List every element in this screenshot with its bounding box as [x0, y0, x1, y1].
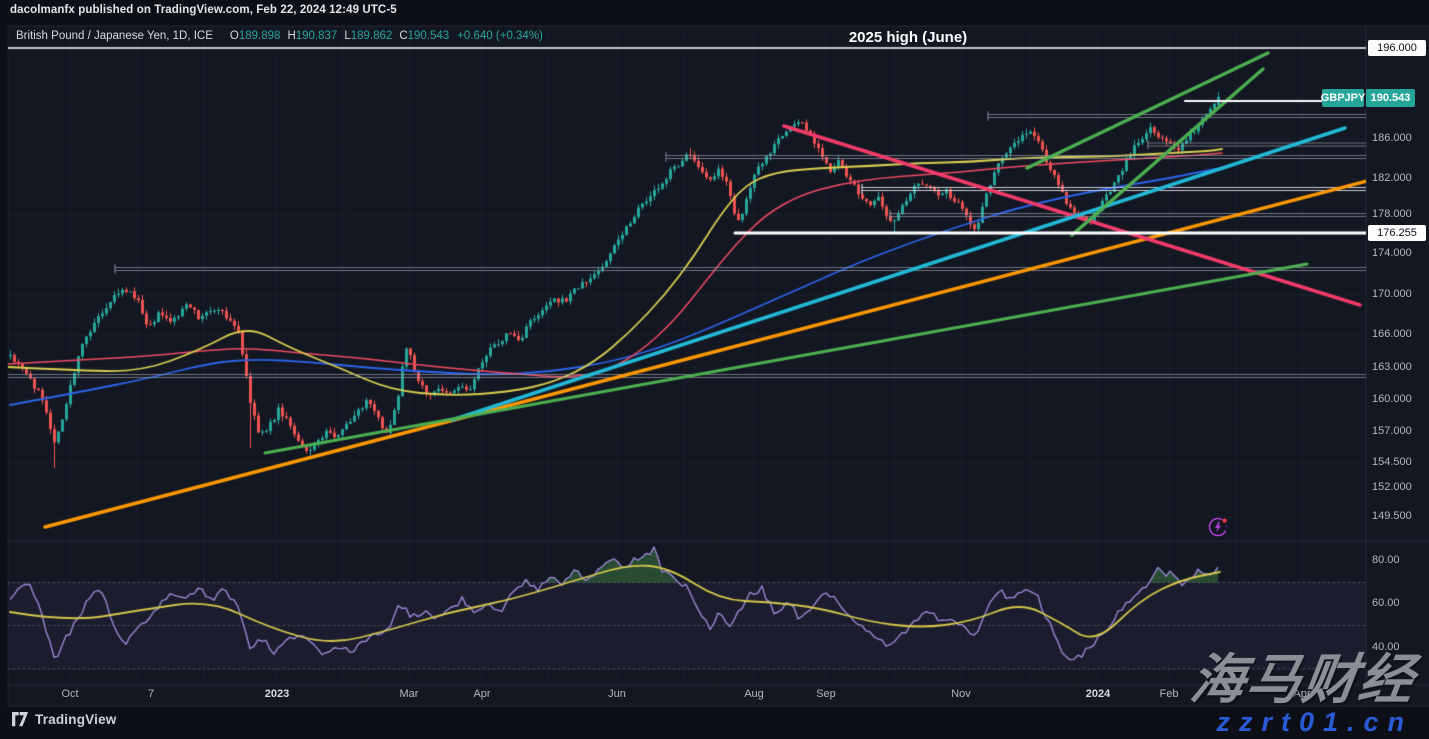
time-tick: Feb: [1160, 688, 1179, 700]
time-tick: Mar: [400, 688, 419, 700]
time-tick: Sep: [816, 688, 836, 700]
watermark-domain: zzrt01.cn: [1216, 709, 1413, 736]
price-tick: 149.500: [1372, 510, 1412, 522]
boost-flash-icon[interactable]: [1206, 515, 1230, 539]
price-tick: 80.00: [1372, 554, 1400, 566]
price-tick: 160.000: [1372, 393, 1412, 405]
price-axis-chip-196: 196.000: [1368, 40, 1426, 56]
tradingview-logo-text: TradingView: [35, 712, 116, 727]
chart-annotation-title: 2025 high (June): [849, 29, 967, 46]
price-tick: 182.000: [1372, 172, 1412, 184]
time-tick: Nov: [951, 688, 971, 700]
time-tick: 2023: [265, 688, 289, 700]
time-tick: 2024: [1086, 688, 1110, 700]
price-tick: 60.00: [1372, 597, 1400, 609]
symbol-info-bar[interactable]: British Pound / Japanese Yen, 1D, ICEO18…: [16, 30, 543, 42]
price-tick: 157.000: [1372, 425, 1412, 437]
watermark-chinese: 海马财经: [1187, 653, 1419, 707]
time-tick: Apr: [473, 688, 490, 700]
price-tick: 166.000: [1372, 328, 1412, 340]
price-tick: 163.000: [1372, 361, 1412, 373]
main-chart-canvas[interactable]: [0, 0, 1429, 739]
time-tick: Oct: [61, 688, 78, 700]
open-value: 189.898: [239, 30, 281, 42]
time-tick: Aug: [744, 688, 764, 700]
tradingview-published-chart: dacolmanfx published on TradingView.com,…: [0, 0, 1429, 739]
price-tick: 174.000: [1372, 247, 1412, 259]
symbol-price-flag-value: 190.543: [1366, 89, 1415, 107]
attribution-text: dacolmanfx published on TradingView.com,…: [10, 4, 397, 16]
symbol-description: British Pound / Japanese Yen, 1D, ICE: [16, 30, 213, 42]
open-label: O: [230, 30, 239, 42]
high-value: 190.837: [296, 30, 338, 42]
price-tick: 154.500: [1372, 456, 1412, 468]
change-value: +0.640 (+0.34%): [457, 30, 543, 42]
price-axis-chip-176255: 176.255: [1368, 225, 1426, 241]
tradingview-logo[interactable]: TradingView: [12, 712, 116, 727]
close-label: C: [399, 30, 407, 42]
time-tick: 7: [148, 688, 154, 700]
close-value: 190.543: [408, 30, 450, 42]
time-tick: Jun: [608, 688, 626, 700]
price-tick: 186.000: [1372, 132, 1412, 144]
symbol-price-flag-name: GBPJPY: [1322, 89, 1364, 107]
price-tick: 178.000: [1372, 208, 1412, 220]
price-tick: 152.000: [1372, 481, 1412, 493]
low-value: 189.862: [351, 30, 393, 42]
tradingview-logo-icon: [12, 712, 29, 727]
high-label: H: [287, 30, 295, 42]
price-tick: 170.000: [1372, 288, 1412, 300]
